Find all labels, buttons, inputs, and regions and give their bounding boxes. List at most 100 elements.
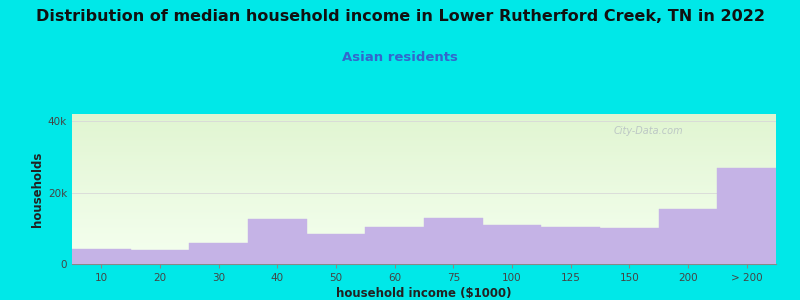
Bar <box>72 154 776 156</box>
Bar <box>72 207 776 208</box>
Bar <box>72 194 776 195</box>
Bar <box>72 182 776 183</box>
Bar <box>72 178 776 180</box>
Bar <box>72 212 776 213</box>
Bar <box>72 141 776 142</box>
Bar <box>72 142 776 144</box>
Bar <box>72 198 776 200</box>
Text: City-Data.com: City-Data.com <box>614 126 684 136</box>
Bar <box>72 188 776 189</box>
Bar <box>72 196 776 198</box>
Bar <box>72 134 776 135</box>
Bar <box>72 219 776 220</box>
Bar <box>72 225 776 226</box>
Bar <box>72 236 776 237</box>
Bar <box>72 136 776 138</box>
Bar <box>72 214 776 216</box>
Bar <box>72 124 776 126</box>
Bar <box>72 126 776 128</box>
Bar <box>72 240 776 242</box>
Bar <box>72 189 776 190</box>
Bar <box>72 186 776 188</box>
Bar <box>72 231 776 232</box>
Bar <box>72 200 776 201</box>
Bar <box>72 153 776 154</box>
Bar <box>72 201 776 202</box>
Bar <box>72 218 776 219</box>
Bar <box>72 116 776 117</box>
Bar <box>72 159 776 160</box>
Bar <box>72 255 776 256</box>
Bar <box>72 114 776 116</box>
Bar <box>72 244 776 246</box>
Bar <box>72 261 776 262</box>
Bar <box>72 128 776 129</box>
Text: Asian residents: Asian residents <box>342 51 458 64</box>
Bar <box>72 246 776 247</box>
Bar <box>72 216 776 218</box>
Bar <box>72 242 776 243</box>
Bar <box>72 210 776 212</box>
Bar <box>72 120 776 122</box>
Bar <box>72 243 776 244</box>
Bar <box>72 234 776 236</box>
Bar <box>72 237 776 238</box>
Bar <box>72 248 776 249</box>
Bar <box>482 225 542 264</box>
Bar <box>72 220 776 222</box>
Bar <box>658 208 718 264</box>
Bar <box>72 256 776 258</box>
Text: Distribution of median household income in Lower Rutherford Creek, TN in 2022: Distribution of median household income … <box>35 9 765 24</box>
Bar <box>72 228 776 230</box>
Bar <box>72 158 776 159</box>
Bar <box>72 177 776 178</box>
Bar <box>72 249 776 250</box>
Bar <box>366 226 424 264</box>
Bar <box>600 228 658 264</box>
Bar <box>542 226 600 264</box>
Bar <box>72 254 776 255</box>
Bar <box>72 184 776 186</box>
X-axis label: household income ($1000): household income ($1000) <box>336 287 512 300</box>
Bar <box>72 238 776 240</box>
Bar <box>72 168 776 170</box>
Bar <box>72 132 776 134</box>
Bar <box>718 168 776 264</box>
Bar <box>72 118 776 120</box>
Bar <box>72 167 776 168</box>
Bar <box>424 218 482 264</box>
Bar <box>72 152 776 153</box>
Bar <box>72 204 776 206</box>
Bar <box>72 226 776 228</box>
Bar <box>72 258 776 260</box>
Bar <box>72 224 776 225</box>
Bar <box>72 262 776 264</box>
Bar <box>72 232 776 234</box>
Bar <box>72 146 776 147</box>
Bar <box>72 160 776 162</box>
Bar <box>72 150 776 152</box>
Bar <box>72 169 776 171</box>
Bar <box>248 219 306 264</box>
Bar <box>72 156 776 158</box>
Bar <box>72 135 776 136</box>
Bar <box>306 234 366 264</box>
Bar <box>72 130 776 132</box>
Bar <box>72 213 776 214</box>
Bar <box>72 192 776 194</box>
Bar <box>72 122 776 123</box>
Bar <box>72 202 776 204</box>
Bar <box>72 164 776 165</box>
Bar <box>72 222 776 224</box>
Bar <box>72 171 776 172</box>
Bar <box>72 195 776 196</box>
Bar <box>72 172 776 174</box>
Bar <box>72 206 776 207</box>
Bar <box>72 144 776 146</box>
Bar <box>72 260 776 261</box>
Bar <box>72 230 776 231</box>
Bar <box>72 123 776 124</box>
Bar <box>72 183 776 184</box>
Bar <box>72 208 776 210</box>
Bar <box>190 243 248 264</box>
